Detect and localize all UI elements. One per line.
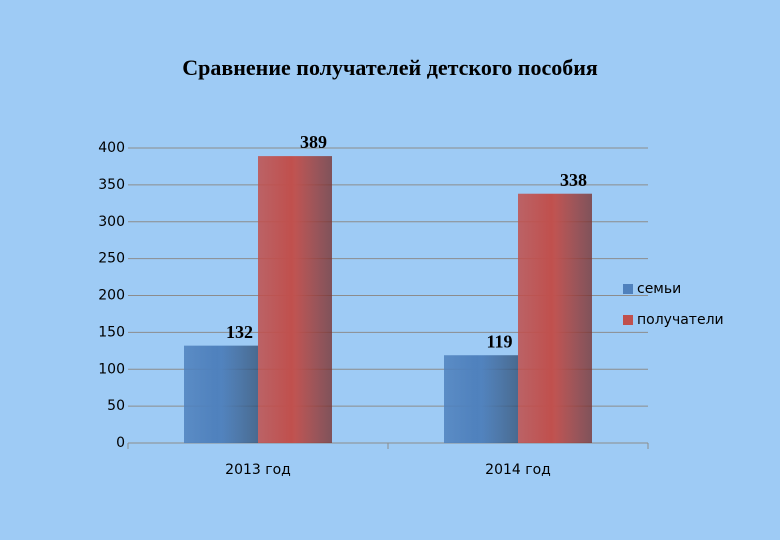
data-label: 389 [300, 132, 327, 152]
y-tick-label: 300 [98, 214, 125, 230]
data-label: 132 [226, 322, 253, 342]
bar-shade [258, 156, 332, 444]
bar-shade [444, 355, 518, 443]
y-tick-label: 50 [107, 398, 125, 414]
chart-title: Сравнение получателей детского пособия [182, 55, 598, 80]
legend-label: получатели [637, 312, 724, 328]
x-tick-label: 2013 год [225, 462, 291, 478]
y-tick-label: 250 [98, 251, 125, 267]
data-label: 338 [560, 170, 587, 190]
x-tick-label: 2014 год [485, 462, 551, 478]
data-label: 119 [486, 331, 512, 351]
y-tick-label: 400 [98, 140, 125, 156]
y-tick-label: 200 [98, 288, 125, 304]
legend-swatch [623, 284, 633, 294]
y-tick-label: 100 [98, 361, 125, 377]
legend-label: семьи [637, 281, 681, 297]
y-tick-label: 150 [98, 324, 125, 340]
y-tick-label: 0 [116, 435, 125, 451]
bar-shade [184, 345, 258, 443]
bar-shade [518, 193, 592, 443]
legend-swatch [623, 315, 633, 325]
y-tick-label: 350 [98, 177, 125, 193]
